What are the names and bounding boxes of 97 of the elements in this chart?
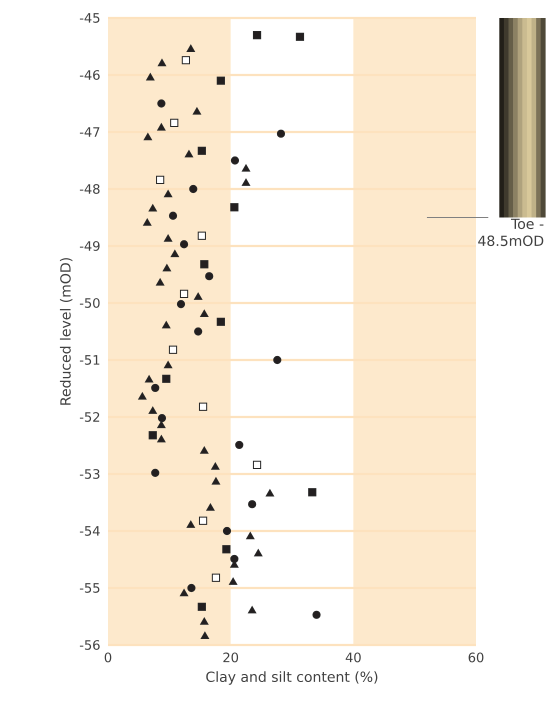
y-axis-title: Reduced level (mOD) (60, 258, 72, 405)
y-tick-label: -46 (80, 70, 100, 80)
point (157, 420, 166, 428)
point (230, 554, 238, 564)
point (151, 468, 160, 477)
point (156, 278, 164, 286)
point (230, 156, 240, 165)
point (157, 435, 166, 442)
y-tick-label: -55 (80, 583, 100, 593)
point (170, 118, 178, 127)
point (170, 250, 179, 258)
point (200, 618, 208, 625)
point (156, 176, 164, 184)
point (216, 318, 225, 326)
point (206, 504, 215, 511)
point (148, 431, 157, 440)
y-tick-label: -52 (80, 412, 100, 422)
point (212, 477, 220, 485)
x-axis-title: Clay and silt content (%) (206, 671, 378, 685)
point (266, 489, 274, 497)
point (296, 32, 304, 41)
y-tick-label: -48 (80, 184, 100, 194)
point (144, 132, 152, 140)
point (198, 402, 208, 411)
point (146, 73, 154, 80)
point (242, 164, 250, 172)
point (180, 290, 188, 298)
y-tick-label: -53 (80, 469, 100, 479)
point (205, 272, 214, 280)
point (235, 440, 244, 450)
point (182, 56, 190, 64)
point (162, 374, 170, 383)
point (228, 578, 238, 585)
point (148, 204, 157, 212)
point (198, 602, 206, 611)
point (148, 406, 157, 414)
point (157, 123, 166, 131)
point (189, 184, 198, 194)
point (164, 360, 172, 368)
point (164, 190, 172, 198)
point (200, 260, 208, 268)
point (168, 212, 178, 220)
point (200, 310, 208, 317)
point (180, 240, 188, 248)
point (212, 574, 220, 582)
point (312, 610, 321, 619)
point (248, 606, 256, 614)
point (194, 327, 202, 336)
point (180, 589, 188, 596)
point (216, 76, 225, 85)
point (162, 264, 172, 272)
point (198, 146, 206, 155)
x-tick-label: 20 (223, 652, 238, 662)
x-tick-label: 40 (346, 652, 361, 662)
y-tick-label: -54 (80, 526, 100, 536)
point (198, 516, 208, 525)
point (308, 488, 316, 496)
y-tick-label: -45 (80, 13, 100, 23)
ref-line-label: Toe -48.5mOD (478, 218, 544, 246)
point (164, 234, 172, 242)
point (242, 178, 250, 186)
x-tick-label: 0 (104, 652, 112, 662)
y-tick-label: -49 (80, 241, 100, 251)
point (144, 375, 154, 383)
point (222, 526, 232, 536)
point (198, 232, 206, 240)
point (158, 414, 166, 422)
point (276, 130, 286, 138)
y-tick-label: -51 (80, 355, 100, 365)
point (200, 446, 208, 454)
point (273, 356, 282, 364)
y-tick-label: -56 (80, 640, 100, 650)
point (200, 632, 210, 640)
point (246, 532, 254, 540)
point (211, 462, 220, 470)
x-tick-label: 60 (468, 652, 484, 662)
point (252, 30, 262, 40)
point (138, 392, 146, 400)
point (187, 584, 196, 592)
point (186, 520, 195, 528)
y-tick-label: -50 (80, 298, 100, 308)
point (162, 321, 170, 328)
point (143, 218, 152, 226)
point (158, 58, 166, 66)
point (157, 99, 166, 108)
y-tick-label: -47 (80, 127, 100, 137)
point (186, 44, 195, 52)
point (184, 150, 194, 158)
point (168, 346, 178, 354)
point (248, 500, 256, 508)
point (254, 549, 262, 556)
point (222, 545, 230, 554)
point (176, 300, 186, 308)
point (192, 107, 202, 115)
point (194, 292, 202, 300)
point (230, 203, 238, 212)
point (151, 384, 160, 392)
